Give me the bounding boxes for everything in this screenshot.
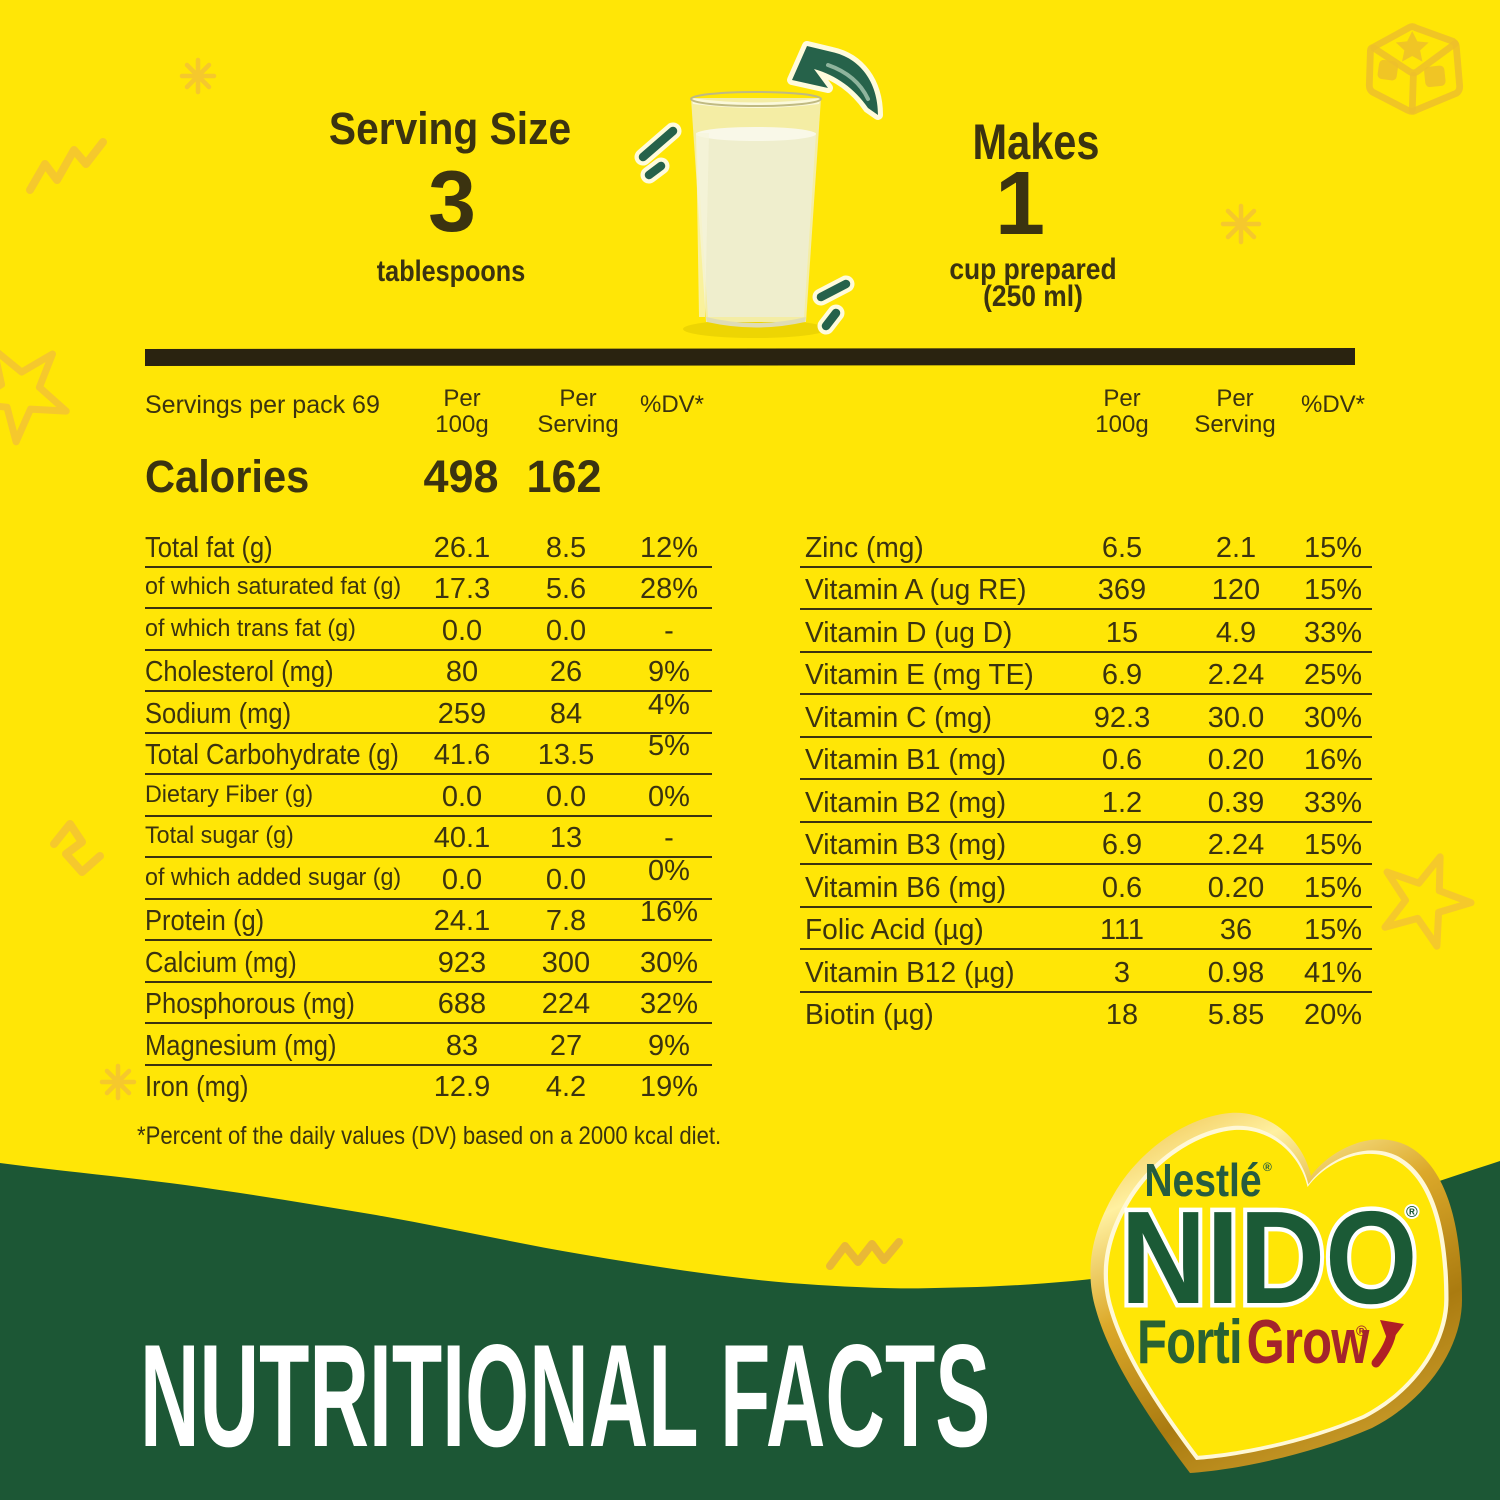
svg-text:FortiGrow: FortiGrow bbox=[1137, 1306, 1370, 1376]
svg-text:NIDO: NIDO bbox=[1121, 1183, 1418, 1331]
svg-text:®: ® bbox=[1406, 1204, 1418, 1221]
svg-text:®: ® bbox=[1356, 1323, 1367, 1340]
svg-text:Nestlé: Nestlé bbox=[1144, 1155, 1261, 1207]
svg-text:®: ® bbox=[1263, 1160, 1272, 1174]
